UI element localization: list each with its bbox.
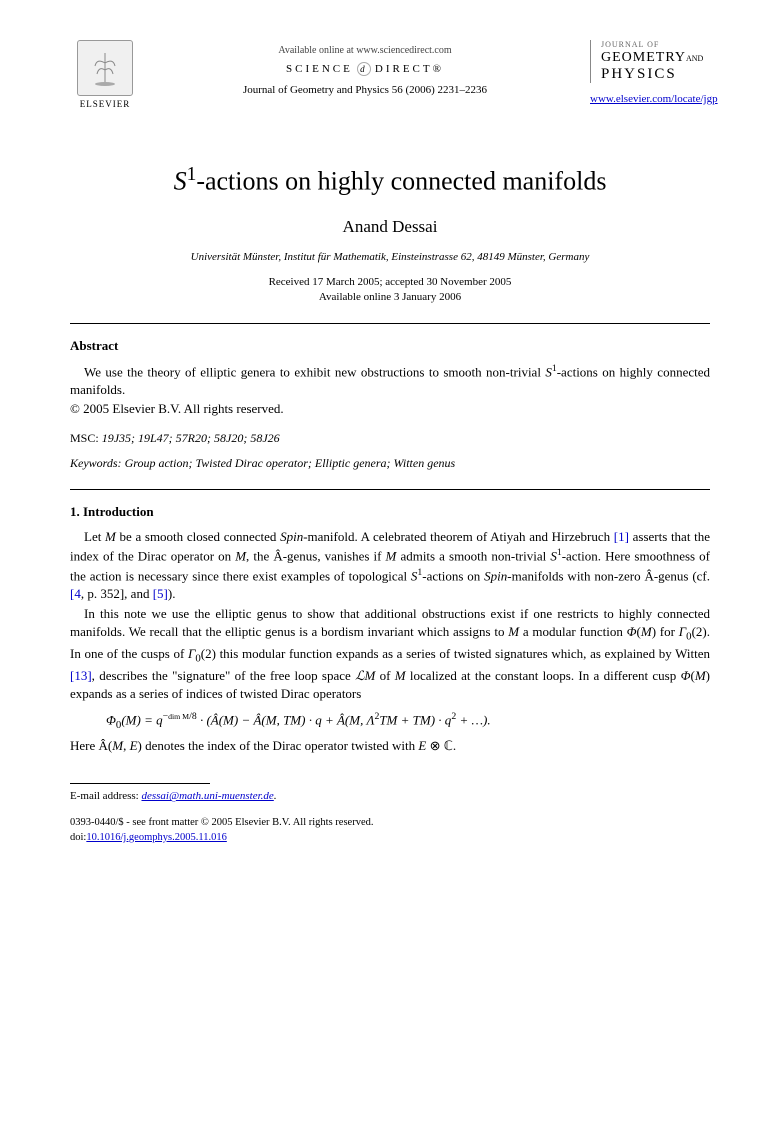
p2-t4: ) for [652, 624, 679, 639]
p1-t12: , p. 352], and [81, 586, 153, 601]
p1-t9: -actions on [422, 568, 484, 583]
body-text: Let M be a smooth closed connected Spin-… [70, 528, 710, 703]
bottom-matter: 0393-0440/$ - see front matter © 2005 El… [70, 816, 710, 844]
p1-M2: M [235, 548, 246, 563]
journal-cover: JOURNAL OF GEOMETRYAND PHYSICS www.elsev… [590, 40, 710, 105]
p1-t3: -manifold. A celebrated theorem of Atiya… [303, 529, 614, 544]
jc-and: AND [686, 54, 703, 63]
p1-t7: admits a smooth non-trivial [396, 548, 550, 563]
p3-M: M [112, 738, 123, 753]
p1-M1: M [105, 529, 116, 544]
section-1-heading: 1. Introduction [70, 504, 710, 520]
abstract-body: We use the theory of elliptic genera to … [70, 362, 710, 398]
p2-M1: M [508, 624, 519, 639]
p3-t1: Here [70, 738, 99, 753]
footnote-label: E-mail address: [70, 790, 139, 802]
para-3: Here Â(M, E) denotes the index of the Di… [70, 737, 710, 755]
rule-top [70, 323, 710, 324]
email-link[interactable]: dessai@math.uni-muenster.de [141, 790, 273, 802]
abstract-heading: Abstract [70, 338, 710, 354]
sd-d-icon: d [357, 62, 371, 76]
center-header: Available online at www.sciencedirect.co… [140, 40, 590, 96]
msc-label: MSC: [70, 431, 99, 445]
copyright-line: © 2005 Elsevier B.V. All rights reserved… [70, 401, 710, 417]
body-text-2: Here Â(M, E) denotes the index of the Di… [70, 737, 710, 755]
para-1: Let M be a smooth closed connected Spin-… [70, 528, 710, 603]
author-name: Anand Dessai [70, 217, 710, 237]
title-S: S [174, 167, 187, 196]
p1-spin2: Spin [484, 568, 507, 583]
footnote-period: . [274, 790, 277, 802]
journal-reference: Journal of Geometry and Physics 56 (2006… [140, 84, 590, 96]
journal-url-link[interactable]: www.elsevier.com/locate/jgp [590, 93, 718, 105]
jc-physics: PHYSICS [601, 66, 710, 83]
p2-t2: a modular function [519, 624, 627, 639]
title-rest: -actions on highly connected manifolds [196, 167, 606, 196]
received-date: Received 17 March 2005; accepted 30 Nove… [70, 275, 710, 290]
msc-line: MSC: 19J35; 19L47; 57R20; 58J20; 58J26 [70, 431, 710, 446]
display-equation: Φ0(M) = q−dim M/8 · (Â(M) − Â(M, TM) · q… [106, 711, 710, 731]
page-header: ELSEVIER Available online at www.science… [70, 40, 710, 109]
p1-t11: -genus (cf. [654, 568, 710, 583]
msc-codes: 19J35; 19L47; 57R20; 58J20; 58J26 [102, 431, 280, 445]
para-2: In this note we use the elliptic genus t… [70, 605, 710, 703]
p1-Ahat1: Â [273, 548, 282, 563]
footnote-rule [70, 783, 210, 784]
front-matter-line: 0393-0440/$ - see front matter © 2005 El… [70, 816, 710, 830]
keywords-line: Keywords: Group action; Twisted Dirac op… [70, 456, 710, 471]
p1-t10: -manifolds with non-zero [507, 568, 644, 583]
p2-t8: of [375, 668, 394, 683]
p2-M5: M [695, 668, 706, 683]
p3-E1: E [130, 738, 138, 753]
doi-link[interactable]: 10.1016/j.geomphys.2005.11.016 [86, 832, 226, 843]
jc-line1: JOURNAL OF [601, 40, 710, 49]
sd-right: DIRECT® [375, 63, 444, 75]
keywords-text: Group action; Twisted Dirac operator; El… [125, 456, 456, 470]
publisher-logo: ELSEVIER [70, 40, 140, 109]
p1-t6: -genus, vanishes if [283, 548, 386, 563]
p2-t7: , describes the "signature" of the free … [92, 668, 355, 683]
abs-pre: We use the theory of elliptic genera to … [84, 365, 545, 380]
sd-left: SCIENCE [286, 63, 353, 75]
p2-M4: M [395, 668, 406, 683]
p2-Phi1: Φ [627, 624, 637, 639]
p2-M2: M [641, 624, 652, 639]
available-date: Available online 3 January 2006 [70, 290, 710, 305]
doi-label: doi: [70, 832, 86, 843]
p2-Phi2: Φ [681, 668, 691, 683]
affiliation: Universität Münster, Institut für Mathem… [70, 251, 710, 263]
ref-link-1[interactable]: [1] [614, 529, 629, 544]
jc-geometry: GEOMETRY [601, 50, 686, 65]
article-title: S1-actions on highly connected manifolds [70, 164, 710, 197]
article-dates: Received 17 March 2005; accepted 30 Nove… [70, 275, 710, 306]
ref-link-4[interactable]: [4 [70, 586, 81, 601]
available-online-text: Available online at www.sciencedirect.co… [140, 45, 590, 56]
elsevier-tree-icon [77, 40, 133, 96]
p2-t6: (2) this modular function expands as a s… [201, 646, 710, 661]
p1-spin1: Spin [280, 529, 303, 544]
p1-t13: ). [168, 586, 176, 601]
p3-Ahat: Â [99, 738, 108, 753]
footnote: E-mail address: dessai@math.uni-muenster… [70, 790, 710, 802]
journal-url-wrap: www.elsevier.com/locate/jgp [590, 93, 710, 105]
p3-t4: ) denotes the index of the Dirac operato… [138, 738, 419, 753]
p3-t5: ⊗ ℂ. [426, 738, 456, 753]
p2-M3: M [364, 668, 375, 683]
p2-t9: localized at the constant loops. In a di… [406, 668, 681, 683]
p1-Ahat2: Â [644, 568, 653, 583]
p1-t2: be a smooth closed connected [116, 529, 280, 544]
ref-link-5[interactable]: [5] [153, 586, 168, 601]
rule-mid [70, 489, 710, 490]
p1-t5: , the [246, 548, 273, 563]
science-direct-logo: SCIENCE d DIRECT® [140, 62, 590, 76]
p1-M3: M [386, 548, 397, 563]
title-sup: 1 [187, 164, 197, 185]
p1-t1: Let [84, 529, 105, 544]
keywords-label: Keywords: [70, 456, 122, 470]
ref-link-13[interactable]: [13] [70, 668, 92, 683]
publisher-name: ELSEVIER [80, 99, 131, 109]
